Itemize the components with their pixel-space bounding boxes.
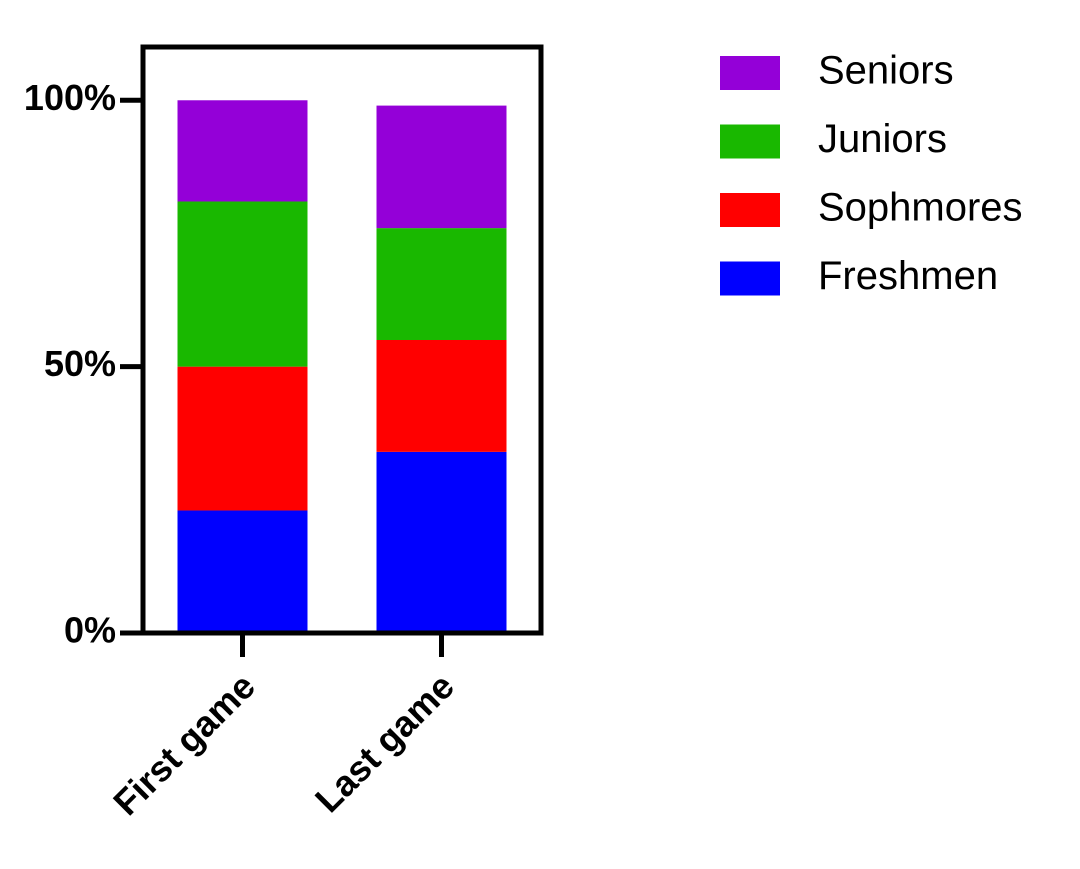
- x-tick-label: Last game: [307, 665, 462, 820]
- bar-segment: [177, 100, 308, 202]
- bar-segment: [376, 451, 507, 633]
- bar-segment: [177, 366, 308, 511]
- y-tick-label: 100%: [24, 77, 116, 118]
- bar-segment: [376, 105, 507, 229]
- y-tick-label: 0%: [64, 610, 116, 651]
- legend-label: Juniors: [818, 117, 947, 161]
- bar-segment: [177, 510, 308, 633]
- legend-label: Freshmen: [818, 254, 998, 298]
- y-tick-label: 50%: [44, 343, 116, 384]
- bar-segment: [177, 201, 308, 367]
- legend-swatch: [720, 124, 780, 159]
- legend-label: Seniors: [818, 49, 954, 93]
- legend-swatch: [720, 193, 780, 227]
- x-tick-label: First game: [105, 665, 263, 823]
- legend-swatch: [720, 56, 780, 90]
- bar-segment: [376, 340, 507, 452]
- bar-segment: [376, 228, 507, 340]
- legend-swatch: [720, 261, 780, 296]
- legend-label: Sophmores: [818, 186, 1023, 230]
- plot-frame: [140, 44, 544, 636]
